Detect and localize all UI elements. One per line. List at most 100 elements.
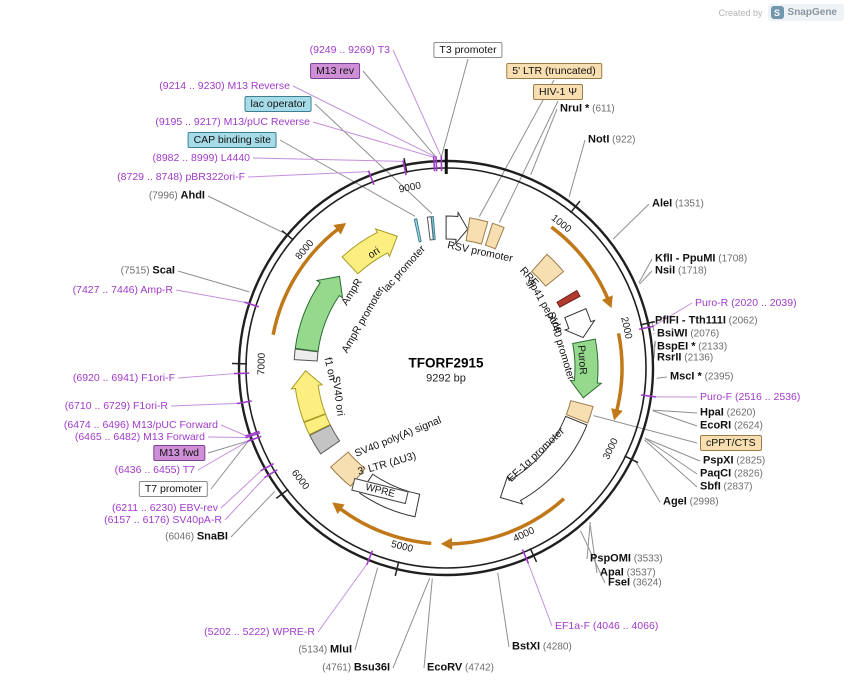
enzyme-label-agei[interactable]: AgeI (2998) <box>663 495 719 508</box>
enzyme-label-pspomi[interactable]: PspOMI (3533) <box>590 552 663 565</box>
feature-label-m13-rev[interactable]: M13 rev <box>310 63 360 79</box>
feature-ampr-promoter[interactable] <box>293 348 319 362</box>
feature-label-hiv-1[interactable]: HIV-1 Ψ <box>533 84 583 100</box>
primer-site-tick-2526[interactable] <box>641 394 657 398</box>
primer-label-puro-f[interactable]: Puro-F (2516 .. 2536) <box>700 391 801 403</box>
feature-hiv-1[interactable] <box>484 222 505 250</box>
primer-site-tick-6220[interactable] <box>260 462 275 472</box>
feature-f1-ori[interactable] <box>290 370 326 423</box>
feature-sv40-ori[interactable] <box>303 413 331 436</box>
enzyme-label-snabi[interactable]: (6046) SnaBI <box>165 530 228 543</box>
enzyme-label-kfli-ppumi[interactable]: KflI - PpuMI (1708) <box>655 252 748 265</box>
callout-line-pspomi <box>586 521 591 560</box>
feature-ampr[interactable] <box>294 275 344 352</box>
feature-label-f1-ori[interactable]: f1 ori <box>321 356 339 382</box>
primer-label-m13-reverse[interactable]: (9214 .. 9230) M13 Reverse <box>159 80 290 92</box>
feature-label-ef-1-promoter[interactable]: EF-1α promoter <box>504 425 568 485</box>
feature-ef-1-promoter[interactable] <box>499 415 588 505</box>
enzyme-label-bstxi[interactable]: BstXI (4280) <box>512 640 572 653</box>
enzyme-label-scai[interactable]: (7515) ScaI <box>120 264 175 277</box>
enzyme-label-pflfi-tth111i[interactable]: PflFI - Tth111I (2062) <box>655 314 758 327</box>
enzyme-label-ecorv[interactable]: EcoRV (4742) <box>427 661 494 674</box>
enzyme-label-nrui[interactable]: NruI * (611) <box>560 102 615 115</box>
enzyme-label-ahdi[interactable]: (7996) AhdI <box>148 189 205 202</box>
feature-cppt-cts[interactable] <box>565 400 594 424</box>
feature-puror[interactable] <box>569 338 603 399</box>
primer-site-tick-6720[interactable] <box>236 400 252 405</box>
feature-label-t7-promoter[interactable]: T7 promoter <box>138 481 208 497</box>
primer-site-tick-2030[interactable] <box>638 325 655 331</box>
enzyme-label-bsu36i[interactable]: (4761) Bsu36I <box>322 661 390 674</box>
feature-label-wpre[interactable]: WPRE <box>351 477 409 505</box>
feature-ori[interactable] <box>341 227 398 275</box>
enzyme-label-paqci[interactable]: PaqCI (2826) <box>700 467 763 480</box>
feature-label-m13-fwd[interactable]: M13 fwd <box>153 445 205 461</box>
primer-label-f1ori-f[interactable]: (6920 .. 6941) F1ori-F <box>72 372 175 384</box>
enzyme-label-rsrii[interactable]: RsrII (2136) <box>657 351 714 364</box>
enzyme-label-apai[interactable]: ApaI (3537) <box>600 566 656 579</box>
primer-site-tick-7436[interactable] <box>244 301 259 308</box>
enzyme-label-bsiwi[interactable]: BsiWI (2076) <box>657 327 720 340</box>
enzyme-label-msci[interactable]: MscI * (2395) <box>670 370 734 383</box>
feature-5-ltr-truncated[interactable] <box>465 217 489 245</box>
primer-site-tick-6166[interactable] <box>264 469 278 479</box>
feature-label-cppt-cts[interactable]: cPPT/CTS <box>700 435 762 451</box>
primer-label-m13-forward[interactable]: (6465 .. 6482) M13 Forward <box>74 431 205 443</box>
primer-label-sv40pa-r[interactable]: (6157 .. 6176) SV40pA-R <box>104 514 222 526</box>
primer-label-wpre-r[interactable]: (5202 .. 5222) WPRE-R <box>204 626 315 638</box>
enzyme-label-noti[interactable]: NotI (922) <box>588 133 636 146</box>
enzyme-label-nsii[interactable]: NsiI (1718) <box>655 264 707 277</box>
primer-label-l4440[interactable]: (8982 .. 8999) L4440 <box>152 152 251 164</box>
feature-label-rsv-promoter[interactable]: RSV promoter <box>446 239 514 265</box>
primer-label-f1ori-r[interactable]: (6710 .. 6729) F1ori-R <box>64 400 168 412</box>
enzyme-label-alei[interactable]: AleI (1351) <box>652 197 704 210</box>
primer-site-tick-9206[interactable] <box>432 156 436 172</box>
enzyme-label-ecori[interactable]: EcoRI (2624) <box>700 419 763 432</box>
feature-cap-binding-site[interactable] <box>413 218 422 243</box>
feature-label-5-ltr-truncated[interactable]: 5' LTR (truncated) <box>506 63 602 79</box>
enzyme-label-fsei[interactable]: FseI (3624) <box>608 576 662 589</box>
feature-gp41-peptide[interactable] <box>556 289 581 308</box>
feature-label-ori[interactable]: ori <box>365 244 383 262</box>
callout-line-msci <box>656 376 668 379</box>
primer-label-m13-puc-reverse[interactable]: (9195 .. 9217) M13/pUC Reverse <box>155 116 310 128</box>
callout-line-amp-r <box>175 289 246 303</box>
feature-3-ltr-u3[interactable] <box>329 451 366 487</box>
feature-label-lac-promoter[interactable]: lac promoter <box>380 243 428 295</box>
primer-site-tick-4056[interactable] <box>521 549 530 564</box>
enzyme-label-mlui[interactable]: (5134) MluI <box>298 643 352 656</box>
enzyme-label-sbfi[interactable]: SbfI (2837) <box>700 480 753 493</box>
enzyme-label-bspei[interactable]: BspEI * (2133) <box>657 340 728 353</box>
enzyme-label-hpai[interactable]: HpaI (2620) <box>700 406 756 419</box>
primer-label-ef1a-f[interactable]: EF1a-F (4046 .. 4066) <box>555 620 659 632</box>
primer-site-tick-6485[interactable] <box>244 430 260 437</box>
feature-lac-operator[interactable] <box>430 215 436 241</box>
primer-site-tick-9222[interactable] <box>435 156 438 172</box>
primer-site-tick-6445[interactable] <box>246 435 262 443</box>
feature-label-lac-operator[interactable]: lac operator <box>244 96 312 112</box>
primer-label-t3[interactable]: (9249 .. 9269) T3 <box>309 44 390 56</box>
primer-label-t7[interactable]: (6436 .. 6455) T7 <box>114 464 195 476</box>
primer-label-ebv-rev[interactable]: (6211 .. 6230) EBV-rev <box>111 502 218 514</box>
primer-site-tick-6473[interactable] <box>245 432 261 439</box>
primer-site-tick-8738[interactable] <box>367 170 375 185</box>
feature-rre[interactable] <box>530 253 565 287</box>
primer-label-m13-puc-forward[interactable]: (6474 .. 6496) M13/pUC Forward <box>63 419 218 431</box>
feature-label-cap-binding-site[interactable]: CAP binding site <box>187 132 277 148</box>
feature-sv40-poly-a-signal[interactable] <box>309 424 341 455</box>
snapgene-badge: S SnapGene <box>767 4 844 21</box>
feature-sv40-promoter[interactable] <box>563 308 596 339</box>
callout-line-paqci <box>644 437 698 475</box>
feature-label-ampr[interactable]: AmpR <box>339 276 365 308</box>
primer-label-puro-r[interactable]: Puro-R (2020 .. 2039) <box>695 297 797 309</box>
feature-label-sv40-ori[interactable]: SV40 ori <box>329 375 347 417</box>
feature-label-sv40-poly-a-signal[interactable]: SV40 poly(A) signal <box>353 414 443 460</box>
feature-label-t3-promoter[interactable]: T3 promoter <box>433 42 503 58</box>
feature-rsv-promoter[interactable] <box>445 210 469 245</box>
primer-site-tick-8990[interactable] <box>402 160 407 176</box>
primer-label-pbr322ori-f[interactable]: (8729 .. 8748) pBR322ori-F <box>117 171 245 183</box>
primer-label-amp-r[interactable]: (7427 .. 7446) Amp-R <box>72 284 173 296</box>
enzyme-label-pspxi[interactable]: PspXI (2825) <box>703 454 766 467</box>
feature-label-puror[interactable]: PuroR <box>574 344 590 376</box>
primer-site-tick-5212[interactable] <box>366 550 374 565</box>
